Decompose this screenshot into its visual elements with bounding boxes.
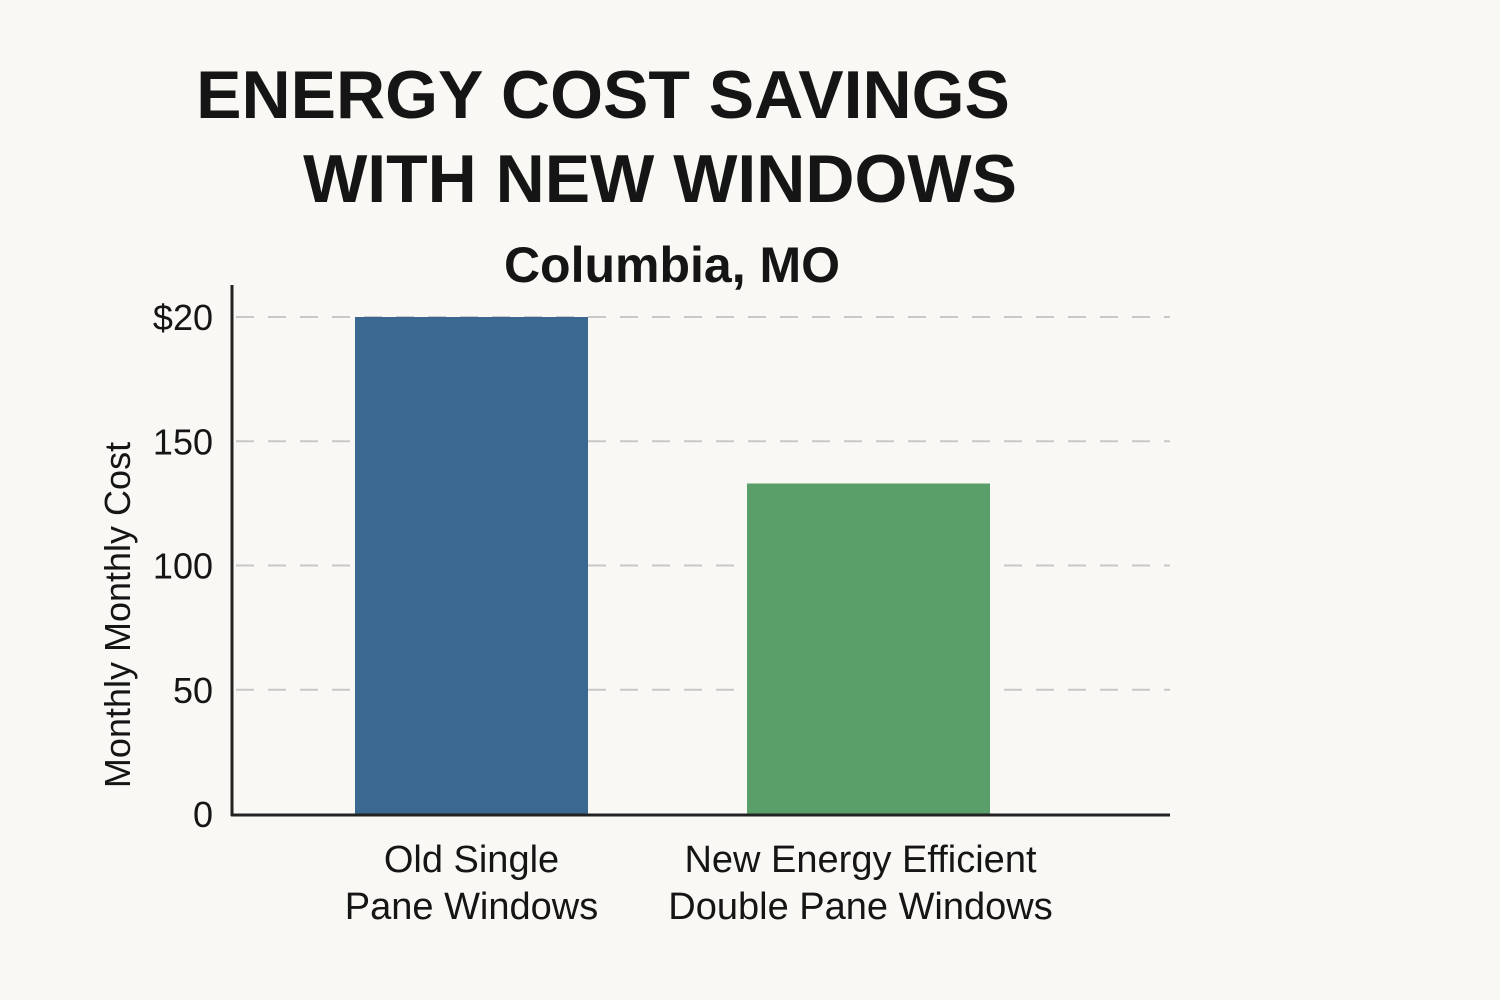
y-tick-label: $20 <box>153 297 213 338</box>
bar <box>747 483 990 814</box>
bars <box>355 317 990 814</box>
x-category-labels: Old Single Pane Windows New Energy Efficie… <box>345 839 1053 928</box>
y-tick-label: 150 <box>153 421 213 462</box>
chart-subtitle: Columbia, MO <box>504 237 840 293</box>
y-tick-labels: 0 50 100 150 $20 <box>153 297 213 835</box>
y-tick-label: 50 <box>173 670 213 711</box>
chart-title-line-1: ENERGY COST SAVINGS <box>196 57 1010 133</box>
y-axis-label: Monthly Monthly Cost <box>97 442 138 788</box>
x-category-label: Pane Windows <box>345 886 598 928</box>
bar <box>355 317 588 814</box>
chart-title-line-2: WITH NEW WINDOWS <box>303 141 1017 217</box>
y-tick-label: 100 <box>153 546 213 587</box>
gridlines <box>236 316 1170 691</box>
y-tick-label: 0 <box>193 794 213 835</box>
x-category-label: New Energy Efficient <box>684 839 1036 881</box>
x-category-label: Double Pane Windows <box>668 886 1052 928</box>
x-category-label: Old Single <box>384 839 559 881</box>
